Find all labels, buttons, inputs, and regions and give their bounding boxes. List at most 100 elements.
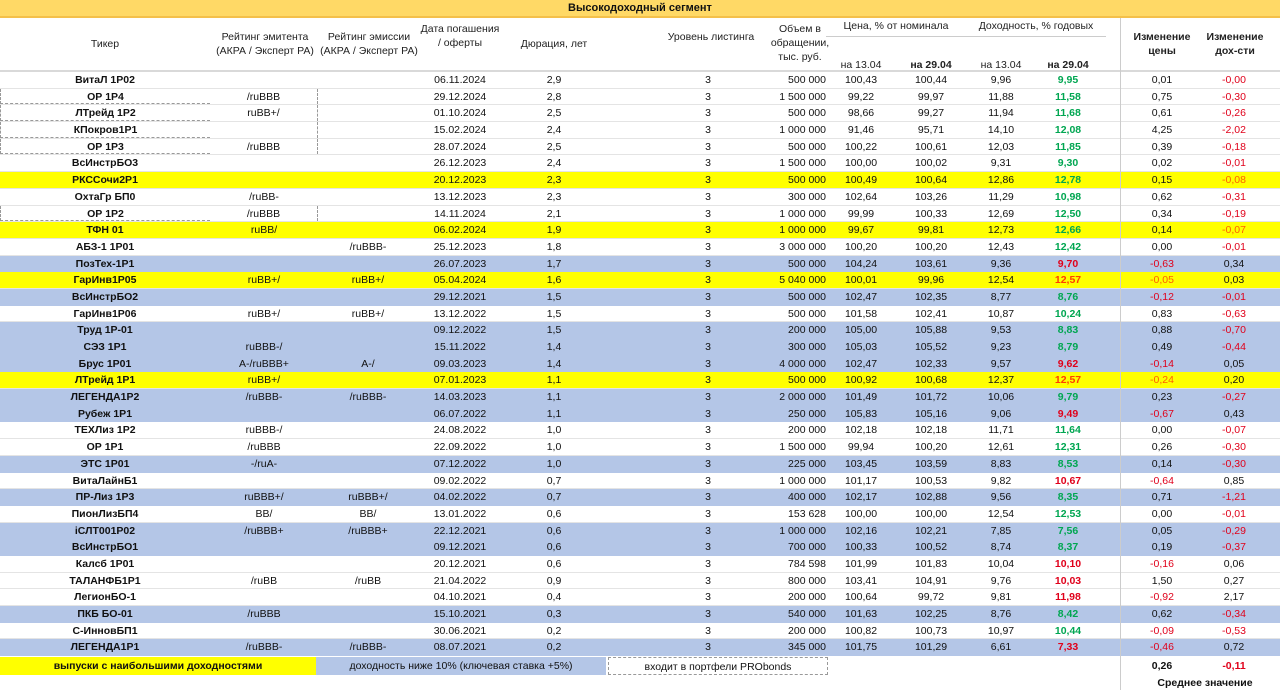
listing-level-cell: 3 — [705, 391, 711, 404]
spacer-cell — [606, 256, 656, 272]
price-change-cell: 0,00 — [1151, 424, 1173, 437]
maturity-date-cell: 13.01.2022 — [433, 507, 487, 520]
table-row: ГарИнв1Р06 ruBB+/ ruBB+/ 13.12.2022 1,5 3 500 … — [0, 306, 1280, 323]
yield-change-cell: -0,29 — [1222, 524, 1246, 537]
price-2904-cell: 99,72 — [917, 591, 945, 604]
yield-1304-cell: 11,29 — [988, 190, 1014, 203]
spacer-cell — [606, 556, 656, 572]
volume-cell: 200 000 — [788, 624, 826, 637]
price-1304-cell: 104,24 — [844, 257, 878, 270]
issue-rating-cell — [318, 439, 418, 455]
issuer-rating-cell: ruBB+/ — [247, 274, 281, 287]
table-row: ЛегионБО-1 04.10.2021 0,4 3 200 000 100,64 99,… — [0, 589, 1280, 606]
yield-1304-cell: 12,03 — [987, 140, 1015, 153]
listing-level-cell: 3 — [705, 341, 711, 353]
price-2904-cell: 102,18 — [914, 424, 948, 437]
issue-rating-cell — [318, 289, 418, 305]
issuer-rating-cell: A-/ruBBB+ — [239, 357, 289, 370]
price-change-cell: 1,50 — [1151, 574, 1173, 587]
volume-cell: 3 000 000 — [779, 240, 826, 253]
listing-level-cell: 3 — [705, 240, 711, 253]
spacer-cell — [1264, 489, 1280, 505]
table-row: ПКБ БО-01/ruBBB 15.10.2021 0,3 3 540 000 101,… — [0, 606, 1280, 623]
price-2904-cell: 100,73 — [914, 624, 948, 637]
duration-cell: 1,1 — [546, 374, 562, 387]
volume-cell: 1 000 000 — [779, 524, 826, 537]
ticker-cell: АБЗ-1 1Р01 — [75, 240, 135, 253]
duration-cell: 2,1 — [546, 207, 562, 220]
issue-rating-cell — [318, 122, 418, 138]
issuer-rating-cell: ruBBB-/ — [245, 341, 283, 353]
price-2904-cell: 99,81 — [917, 224, 945, 237]
header-price-group: Цена, % от номинала — [826, 19, 966, 37]
spacer-cell — [1100, 389, 1120, 405]
header-date: Дата погашения / оферты — [420, 23, 500, 49]
price-1304-cell: 100,01 — [844, 274, 878, 287]
yield-change-cell: -0,01 — [1222, 157, 1246, 170]
listing-level-cell: 3 — [705, 74, 711, 86]
ticker-cell: iСЛТ001Р02 — [74, 524, 136, 537]
ticker-cell: Брус 1Р01 — [78, 357, 132, 370]
spacer-cell — [1264, 72, 1280, 88]
spacer-cell — [606, 239, 656, 255]
maturity-date-cell: 20.12.2023 — [433, 174, 487, 187]
yield-2904-cell: 9,95 — [1057, 74, 1079, 86]
yield-change-cell: -0,30 — [1222, 441, 1246, 454]
yield-1304-cell: 9,96 — [990, 74, 1012, 86]
average-label: Среднее значение — [1157, 677, 1253, 689]
yield-change-cell: -0,63 — [1222, 307, 1246, 320]
price-2904-cell: 102,33 — [914, 357, 948, 370]
price-change-cell: 0,34 — [1151, 207, 1173, 220]
yield-change-cell: 0,05 — [1223, 357, 1245, 370]
spacer-cell — [1264, 389, 1280, 405]
spacer-cell — [1100, 523, 1120, 539]
price-1304-cell: 102,47 — [844, 290, 878, 303]
spacer-cell — [606, 473, 656, 489]
issuer-rating-cell: ruBB+/ — [247, 374, 281, 387]
price-1304-cell: 99,67 — [847, 224, 875, 237]
price-change-cell: -0,63 — [1150, 257, 1174, 270]
price-change-cell: 0,14 — [1151, 224, 1173, 237]
price-change-cell: 4,25 — [1151, 124, 1173, 137]
spacer-cell — [606, 206, 656, 222]
ticker-cell: ПКБ БО-01 — [77, 608, 133, 620]
issuer-rating-cell: /ruBB- — [249, 190, 279, 203]
spacer-cell — [1100, 89, 1120, 105]
spacer-cell — [1264, 239, 1280, 255]
price-2904-cell: 100,52 — [914, 541, 948, 554]
price-2904-cell: 102,21 — [914, 524, 948, 537]
issuer-rating-cell: /ruBB — [250, 574, 278, 587]
yield-change-cell: 0,34 — [1223, 257, 1245, 270]
spacer-cell — [1100, 289, 1120, 305]
price-change-cell: 0,00 — [1151, 240, 1173, 253]
price-1304-cell: 102,47 — [844, 357, 878, 370]
duration-cell: 2,4 — [546, 124, 562, 137]
ticker-cell: ЭТС 1Р01 — [80, 457, 130, 470]
yield-1304-cell: 10,04 — [987, 557, 1015, 570]
bond-table-body: ВитаЛ 1Р02 06.11.2024 2,9 3 500 000 100,43 100… — [0, 72, 1280, 657]
duration-cell: 1,4 — [546, 341, 562, 353]
volume-cell: 1 000 000 — [779, 207, 826, 220]
table-row: iСЛТ001Р02/ruBBB+ /ruBBB+ 22.12.2021 0,6 3 1 … — [0, 522, 1280, 540]
price-2904-cell: 100,44 — [914, 74, 948, 86]
ticker-cell: СЭЗ 1Р1 — [83, 341, 127, 353]
listing-level-cell: 3 — [705, 157, 711, 170]
issue-rating-cell — [318, 539, 418, 555]
yield-change-cell: -0,30 — [1222, 457, 1246, 470]
duration-cell: 0,4 — [546, 591, 562, 604]
price-change-cell: 0,61 — [1151, 107, 1173, 120]
yield-2904-cell: 9,70 — [1057, 257, 1079, 270]
duration-cell: 1,0 — [546, 441, 562, 454]
yield-1304-cell: 6,61 — [990, 641, 1012, 654]
spacer-cell — [1264, 206, 1280, 222]
yield-1304-cell: 8,74 — [990, 541, 1012, 554]
listing-level-cell: 3 — [705, 374, 711, 387]
ticker-cell: Труд 1Р-01 — [77, 324, 133, 337]
listing-level-cell: 3 — [705, 90, 711, 103]
yield-change-cell: 0,43 — [1223, 407, 1245, 420]
issuer-rating-cell: ruBB/ — [250, 224, 278, 237]
spacer-cell — [1100, 72, 1120, 88]
ticker-cell: ЛТрейд 1Р1 — [74, 374, 136, 387]
price-change-cell: -0,09 — [1150, 624, 1174, 637]
price-2904-cell: 103,59 — [914, 457, 948, 470]
